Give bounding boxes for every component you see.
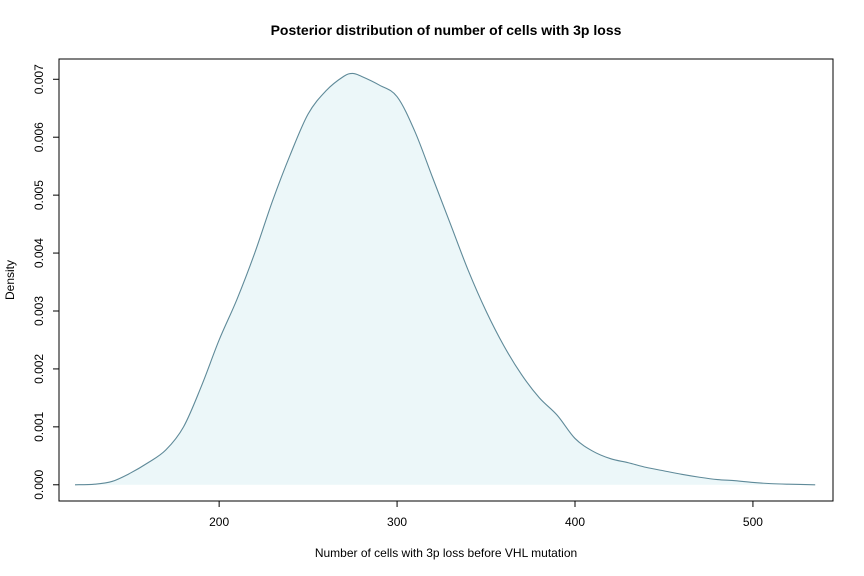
x-axis: 200 300 400 500 — [209, 501, 763, 529]
y-tick-label: 0.002 — [32, 354, 46, 384]
y-tick-label: 0.000 — [32, 469, 46, 499]
y-tick-label: 0.007 — [32, 64, 46, 94]
y-axis: 0.000 0.001 0.002 0.003 0.004 0.005 0.006 0.007 — [32, 64, 59, 500]
chart-title: Posterior distribution of number of cell… — [271, 22, 622, 38]
plot-frame — [58, 58, 834, 502]
y-tick-label: 0.003 — [32, 296, 46, 326]
x-tick-label: 300 — [387, 515, 407, 529]
plot-area — [74, 72, 816, 486]
x-tick-label: 500 — [743, 515, 763, 529]
density-line — [74, 72, 816, 486]
x-axis-label: Number of cells with 3p loss before VHL … — [315, 546, 577, 560]
y-tick-label: 0.001 — [32, 412, 46, 442]
x-tick-label: 400 — [565, 515, 585, 529]
density-area — [75, 73, 816, 485]
x-tick-label: 200 — [209, 515, 229, 529]
y-tick-label: 0.005 — [32, 180, 46, 210]
y-tick-label: 0.006 — [32, 122, 46, 152]
y-tick-label: 0.004 — [32, 238, 46, 268]
y-axis-label: Density — [3, 260, 17, 300]
